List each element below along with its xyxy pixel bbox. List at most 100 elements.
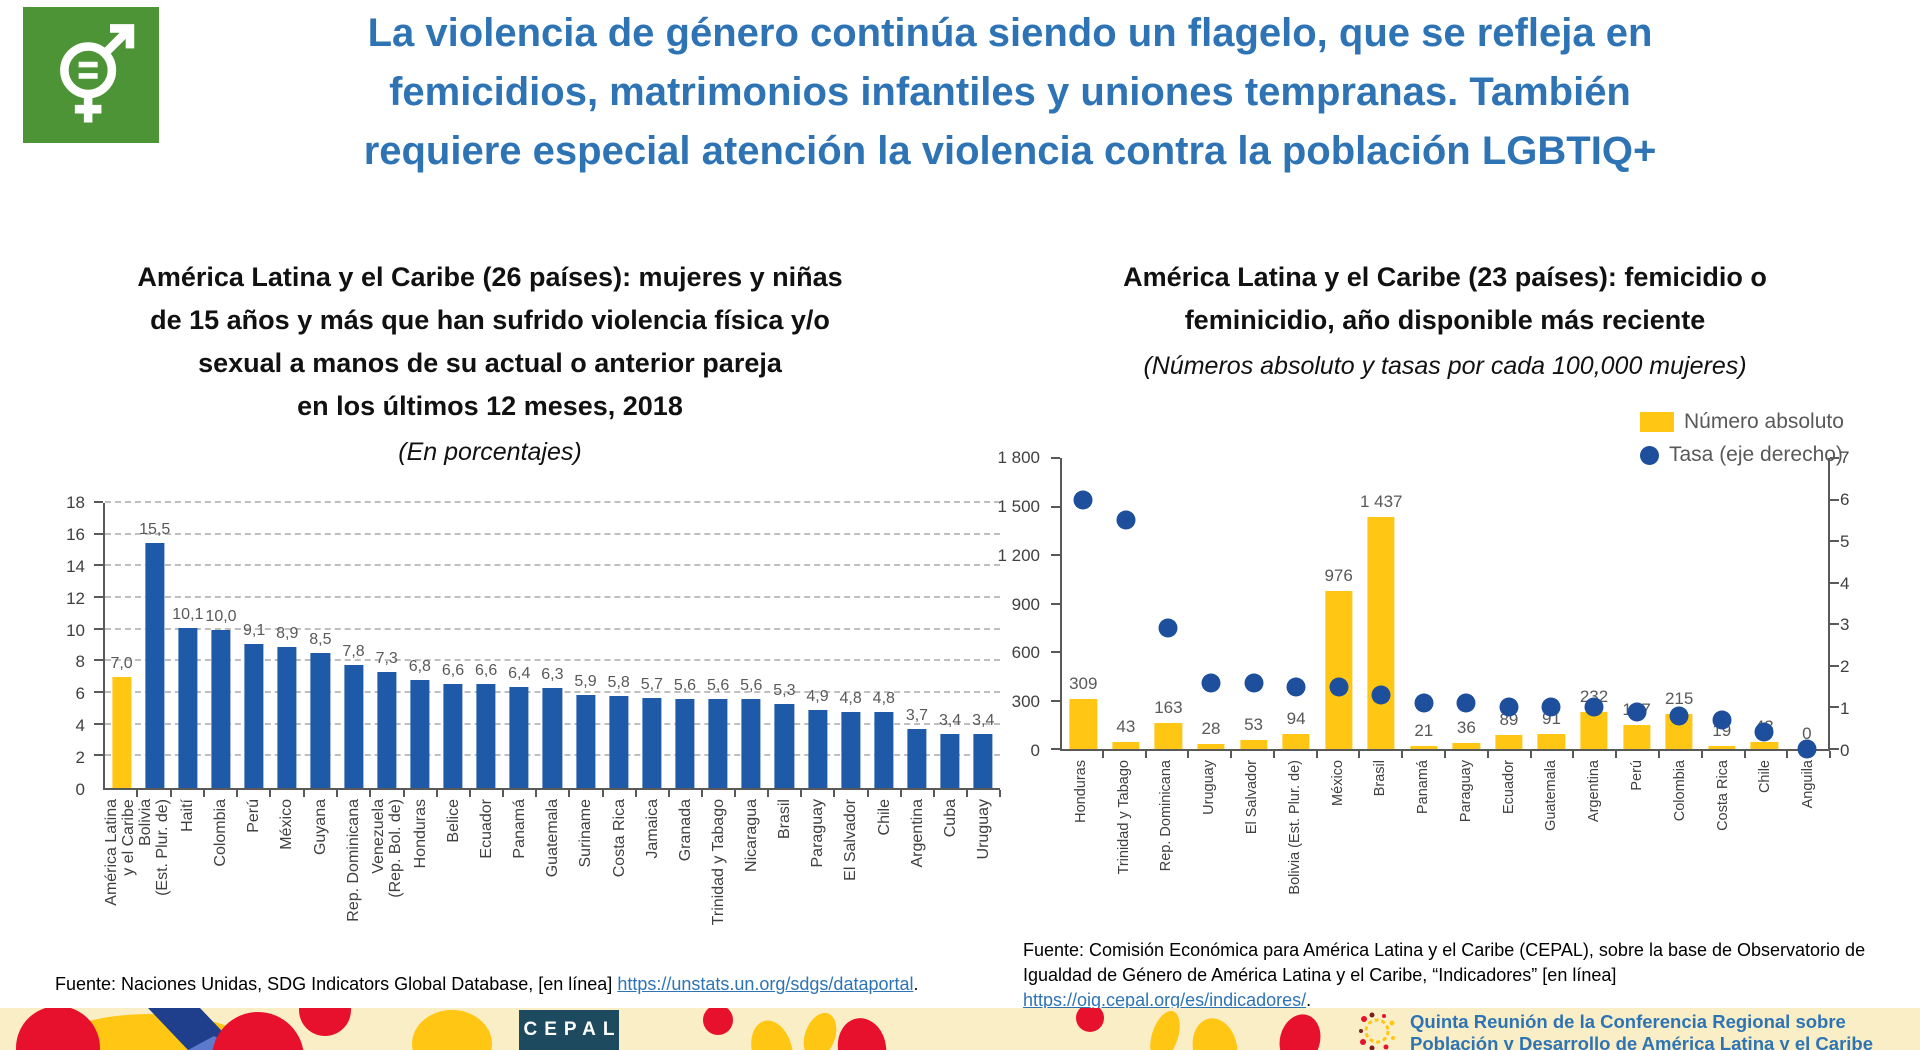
bar-value-label: 5,9 xyxy=(574,672,597,690)
bar xyxy=(1622,725,1651,749)
bar-value-label: 5,6 xyxy=(740,677,763,695)
right-chart-title-line: feminicidio, año disponible más reciente xyxy=(1184,305,1706,335)
bar-value-label: 6,6 xyxy=(474,661,498,679)
bar-column: 1 437 xyxy=(1360,458,1403,749)
y-tick-label: 4 xyxy=(1840,573,1850,593)
bar-column: 5,3 xyxy=(768,503,801,788)
left-bar-chart: 0 2 4 6 8 10 12 14 16 18 7,0 15,5 10,1 10,0 9,1 8,9 8,5… xyxy=(45,493,1002,925)
y-tick-label: 2 xyxy=(1840,657,1850,677)
x-label-slot: Perú xyxy=(237,790,272,833)
source-text: Fuente: Naciones Unidas, SDG Indicators … xyxy=(55,974,618,994)
axis-tick xyxy=(1051,748,1060,750)
y-tick-label: 5 xyxy=(1840,531,1850,551)
rate-dot xyxy=(1329,677,1349,697)
gridline xyxy=(94,532,1000,535)
right-chart-left-y-axis: 0 300 600 900 1 200 1 500 1 800 xyxy=(997,448,1050,760)
x-label-slot: Brasil xyxy=(1359,751,1404,797)
x-label-slot: Trinidad y Tabago xyxy=(702,790,737,926)
slide-title: La violencia de género continúa siendo u… xyxy=(160,4,1860,181)
x-category-label: Cuba xyxy=(941,799,959,838)
bar-column: 6,8 xyxy=(403,503,436,788)
x-category-label: Costa Rica xyxy=(610,799,628,878)
bar-column: 215 xyxy=(1658,458,1701,749)
x-label-slot: Guatemala xyxy=(536,790,571,877)
x-label-slot: Paraguay xyxy=(801,790,836,868)
x-label-slot: Argentina xyxy=(901,790,935,868)
x-label-slot: Costa Rica xyxy=(603,790,637,878)
source-link[interactable]: https://unstats.un.org/sdgs/dataportal xyxy=(617,974,914,994)
x-label-slot: Venezuela (Rep. Bol. de) xyxy=(370,790,405,898)
bar-column: 3,4 xyxy=(934,503,967,788)
x-category-label: Rep. Dominicana xyxy=(1158,760,1175,872)
left-chart-title-line: en los últimos 12 meses, 2018 xyxy=(297,391,683,421)
x-label-slot: Uruguay xyxy=(967,790,1002,860)
source-link[interactable]: https://oig.cepal.org/es/indicadores/ xyxy=(1023,990,1307,1010)
bar-value-label: 8,9 xyxy=(276,625,299,643)
y-tick-label: 16 xyxy=(66,524,85,544)
x-label-slot: Belice xyxy=(437,790,472,843)
x-label-slot: El Salvador xyxy=(1231,751,1275,834)
x-label-slot: Ecuador xyxy=(1488,751,1532,814)
gridline xyxy=(94,659,1000,662)
x-label-slot: Rep. Dominicana xyxy=(337,790,371,922)
bar xyxy=(111,677,132,788)
cepal-logo: CEPAL xyxy=(519,1010,619,1050)
bar-column: 147 xyxy=(1615,458,1658,749)
x-label-slot: México xyxy=(1317,751,1361,806)
rate-dot xyxy=(1414,693,1434,713)
bar xyxy=(277,647,297,788)
bar xyxy=(1367,516,1395,749)
yellow-square-swatch-icon xyxy=(1640,412,1674,432)
y-tick-label: 10 xyxy=(66,620,85,640)
x-category-label: Brasil xyxy=(1372,760,1389,797)
source-text: Igualdad de Género de América Latina y e… xyxy=(1023,965,1617,985)
bar-column: 7,8 xyxy=(337,503,370,788)
x-category-label: Uruguay xyxy=(974,799,992,860)
gridline xyxy=(94,564,1000,567)
bar-value-label: 5,6 xyxy=(673,677,697,695)
x-label-slot: Rep. Dominicana xyxy=(1146,751,1190,872)
rate-dot xyxy=(1073,490,1093,510)
x-category-label: Chile xyxy=(1757,760,1774,794)
right-chart-source: Fuente: Comisión Económica para América … xyxy=(1023,938,1903,1013)
right-chart-right-y-axis: 0 1 2 3 4 5 6 7 xyxy=(1832,448,1858,760)
x-label-slot: El Salvador xyxy=(834,790,869,881)
x-category-label: Colombia xyxy=(1671,760,1688,822)
conference-title-line-2: Población y Desarrollo de América Latina… xyxy=(1410,1033,1874,1050)
bar-column: 28 xyxy=(1190,458,1233,749)
bar-value-label: 5,6 xyxy=(706,677,730,695)
bar-value-label: 10,0 xyxy=(205,607,237,625)
rate-dot xyxy=(1244,673,1264,692)
bar-column: 19 xyxy=(1700,458,1743,749)
axis-tick xyxy=(1830,540,1839,543)
axis-tick xyxy=(1830,623,1839,626)
bar xyxy=(940,734,960,788)
conference-emblem-icon xyxy=(1359,1012,1395,1050)
x-category-label: América Latina y el Caribe xyxy=(103,799,137,906)
x-category-label: México xyxy=(1329,760,1346,806)
x-label-slot: Chile xyxy=(1745,751,1789,794)
x-category-label: Guyana xyxy=(311,799,329,856)
bar-value-label: 9,1 xyxy=(243,621,266,639)
x-category-label: Rep. Dominicana xyxy=(344,799,362,922)
left-chart-title-line: sexual a manos de su actual o anterior p… xyxy=(198,348,782,378)
y-tick-label: 6 xyxy=(75,684,85,704)
bar xyxy=(907,729,927,788)
left-chart-title-line: América Latina y el Caribe (26 países): … xyxy=(137,262,843,292)
bar-value-label: 53 xyxy=(1244,715,1263,735)
x-label-slot: Ecuador xyxy=(470,790,505,859)
bar xyxy=(1154,722,1183,749)
x-category-label: Trinidad y Tabago xyxy=(709,799,727,926)
x-category-label: Jamaica xyxy=(643,799,661,859)
rate-dot xyxy=(1541,697,1561,717)
bar-column: 4,8 xyxy=(834,503,867,788)
bar xyxy=(443,683,463,788)
bar-value-label: 28 xyxy=(1201,719,1221,739)
x-label-slot: Colombia xyxy=(1659,751,1703,822)
x-category-label: El Salvador xyxy=(842,799,860,881)
sdg5-gender-equality-icon xyxy=(23,7,159,143)
y-tick-label: 2 xyxy=(75,748,85,768)
bar xyxy=(874,712,894,788)
bar-column: 8,5 xyxy=(304,503,337,788)
x-label-slot: Bolivia (Est. Plur. de) xyxy=(137,790,172,896)
